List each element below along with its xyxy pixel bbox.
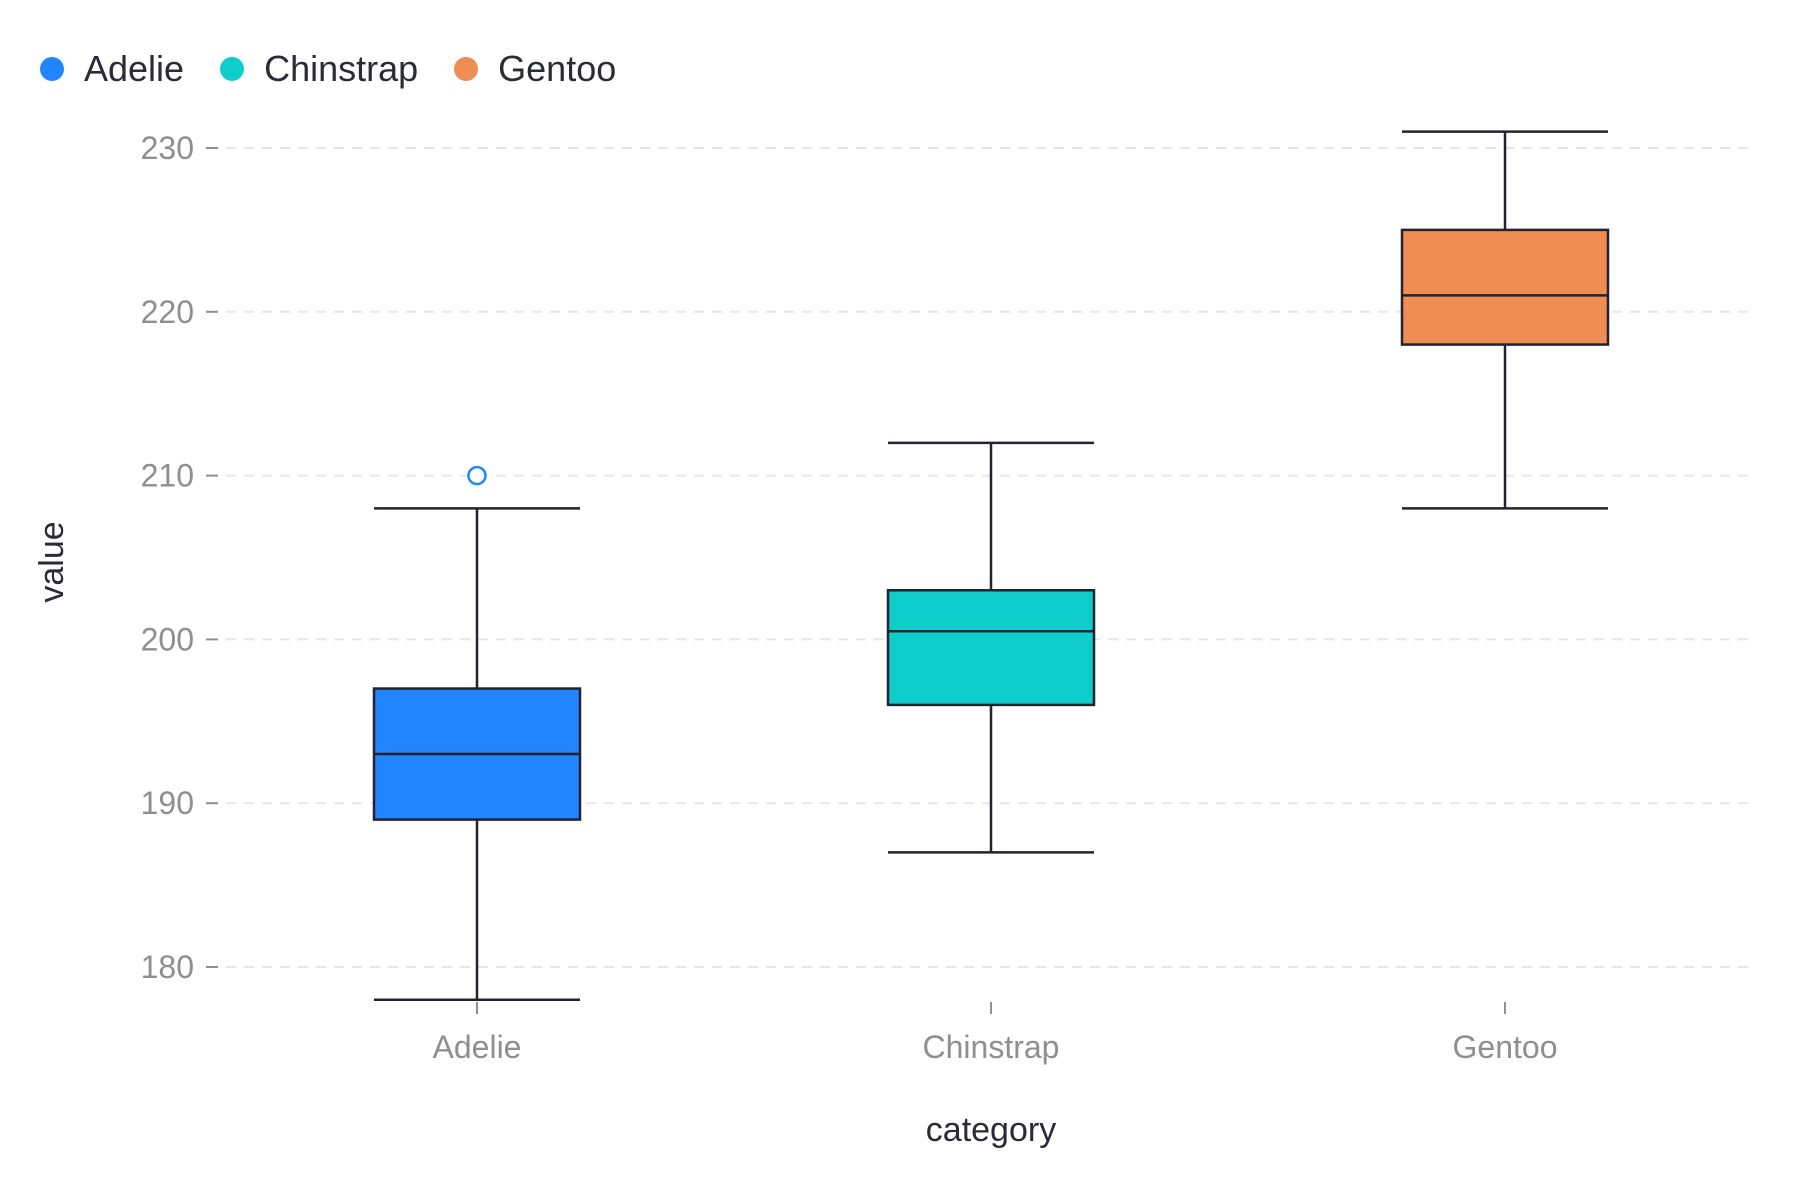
legend-item-gentoo[interactable]: Gentoo: [454, 48, 616, 90]
y-axis-title: value: [33, 521, 71, 602]
x-tick-label: Chinstrap: [923, 1029, 1060, 1065]
y-tick-label: 230: [141, 130, 194, 166]
x-tick-label: Adelie: [433, 1029, 522, 1065]
legend-item-chinstrap[interactable]: Chinstrap: [220, 48, 418, 90]
x-axis: Adelie Chinstrap Gentoo: [433, 1002, 1558, 1065]
outlier-point: [467, 465, 487, 486]
box-gentoo: [1400, 130, 1610, 510]
x-tick-label: Gentoo: [1453, 1029, 1558, 1065]
box-chinstrap: [886, 441, 1096, 854]
y-tick-label: 180: [141, 949, 194, 985]
legend-label: Gentoo: [498, 48, 617, 89]
legend-marker: [40, 57, 64, 81]
x-axis-title: category: [926, 1111, 1056, 1149]
legend-label: Adelie: [84, 48, 185, 89]
boxes: [372, 130, 1610, 1002]
y-tick-label: 210: [141, 458, 194, 494]
legend-marker: [454, 57, 479, 81]
legend-label: Chinstrap: [264, 48, 419, 89]
box-adelie: [372, 465, 582, 1002]
box-iqr: [886, 589, 1096, 707]
legend-marker: [220, 57, 245, 81]
legend: Adelie Chinstrap Gentoo: [40, 48, 652, 90]
y-tick-label: 190: [141, 785, 194, 821]
y-axis: 180 190 200 210 220 230: [141, 130, 218, 985]
y-tick-label: 200: [141, 621, 194, 657]
legend-item-adelie[interactable]: Adelie: [40, 48, 184, 90]
y-tick-label: 220: [141, 294, 194, 330]
box-iqr: [1400, 228, 1610, 346]
